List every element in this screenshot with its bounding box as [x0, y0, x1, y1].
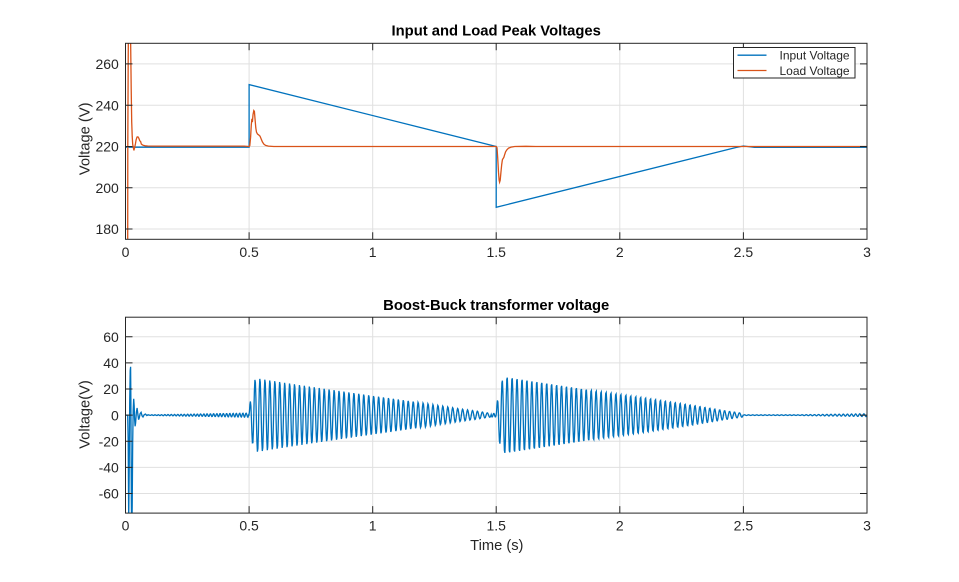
- svg-text:2: 2: [616, 244, 624, 260]
- svg-text:0: 0: [111, 407, 119, 423]
- svg-text:60: 60: [103, 329, 119, 345]
- svg-text:-20: -20: [99, 434, 119, 450]
- svg-text:Load Voltage: Load Voltage: [780, 64, 850, 78]
- svg-text:240: 240: [95, 97, 119, 113]
- svg-text:Input Voltage: Input Voltage: [780, 49, 850, 63]
- svg-text:3: 3: [863, 518, 871, 534]
- svg-text:3: 3: [863, 244, 871, 260]
- svg-text:2: 2: [616, 518, 624, 534]
- svg-text:1: 1: [369, 244, 377, 260]
- svg-text:Voltage (V): Voltage (V): [78, 102, 94, 175]
- svg-text:0: 0: [122, 518, 130, 534]
- svg-text:2.5: 2.5: [734, 244, 754, 260]
- svg-text:0.5: 0.5: [239, 518, 259, 534]
- svg-text:1.5: 1.5: [486, 244, 506, 260]
- svg-text:20: 20: [103, 381, 119, 397]
- svg-text:1.5: 1.5: [486, 518, 506, 534]
- svg-text:220: 220: [95, 139, 119, 155]
- svg-text:Input and Load Peak Voltages: Input and Load Peak Voltages: [392, 24, 601, 40]
- svg-text:180: 180: [95, 221, 119, 237]
- svg-text:2.5: 2.5: [734, 518, 754, 534]
- svg-text:Voltage(V): Voltage(V): [78, 380, 94, 449]
- svg-text:1: 1: [369, 518, 377, 534]
- svg-text:260: 260: [95, 56, 119, 72]
- svg-text:Time (s): Time (s): [470, 538, 523, 554]
- svg-text:200: 200: [95, 180, 119, 196]
- svg-text:Boost-Buck transformer voltage: Boost-Buck transformer voltage: [383, 298, 609, 314]
- svg-text:0.5: 0.5: [239, 244, 259, 260]
- svg-text:40: 40: [103, 355, 119, 371]
- svg-text:-60: -60: [99, 486, 119, 502]
- svg-text:0: 0: [122, 244, 130, 260]
- svg-text:-40: -40: [99, 460, 119, 476]
